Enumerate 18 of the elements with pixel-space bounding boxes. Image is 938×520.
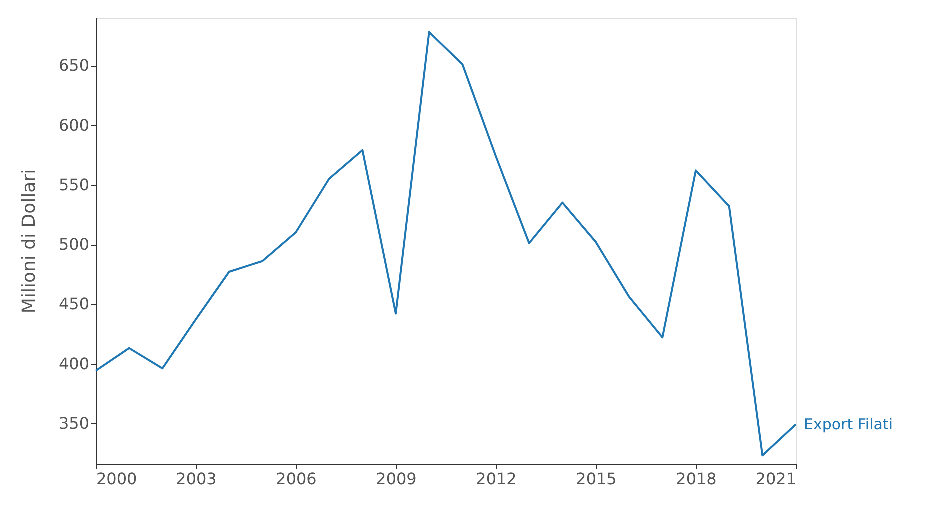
line-series — [95, 31, 797, 457]
y-tick-label: 500 — [58, 235, 90, 254]
y-tick-label: 450 — [58, 294, 90, 314]
x-tick-label: 2018 — [676, 470, 717, 488]
x-tick-label: 2009 — [376, 470, 417, 488]
x-tick-label: 2000 — [96, 470, 138, 488]
y-tick-label: 650 — [58, 56, 90, 76]
x-tick-label: 2021 — [756, 470, 796, 488]
x-tick-label: 2006 — [276, 470, 317, 488]
y-tick-label: 400 — [58, 354, 90, 374]
x-tick-label: 2012 — [476, 470, 517, 488]
y-tick-label: 600 — [58, 116, 90, 135]
series-label: Export Filati — [804, 416, 893, 434]
x-tick-label: 2015 — [576, 470, 617, 488]
y-tick-label: 550 — [58, 175, 90, 194]
x-tick-label: 2003 — [176, 470, 217, 488]
y-axis-title: Milioni di Dollari — [18, 169, 40, 314]
y-tick-label: 350 — [58, 414, 90, 433]
